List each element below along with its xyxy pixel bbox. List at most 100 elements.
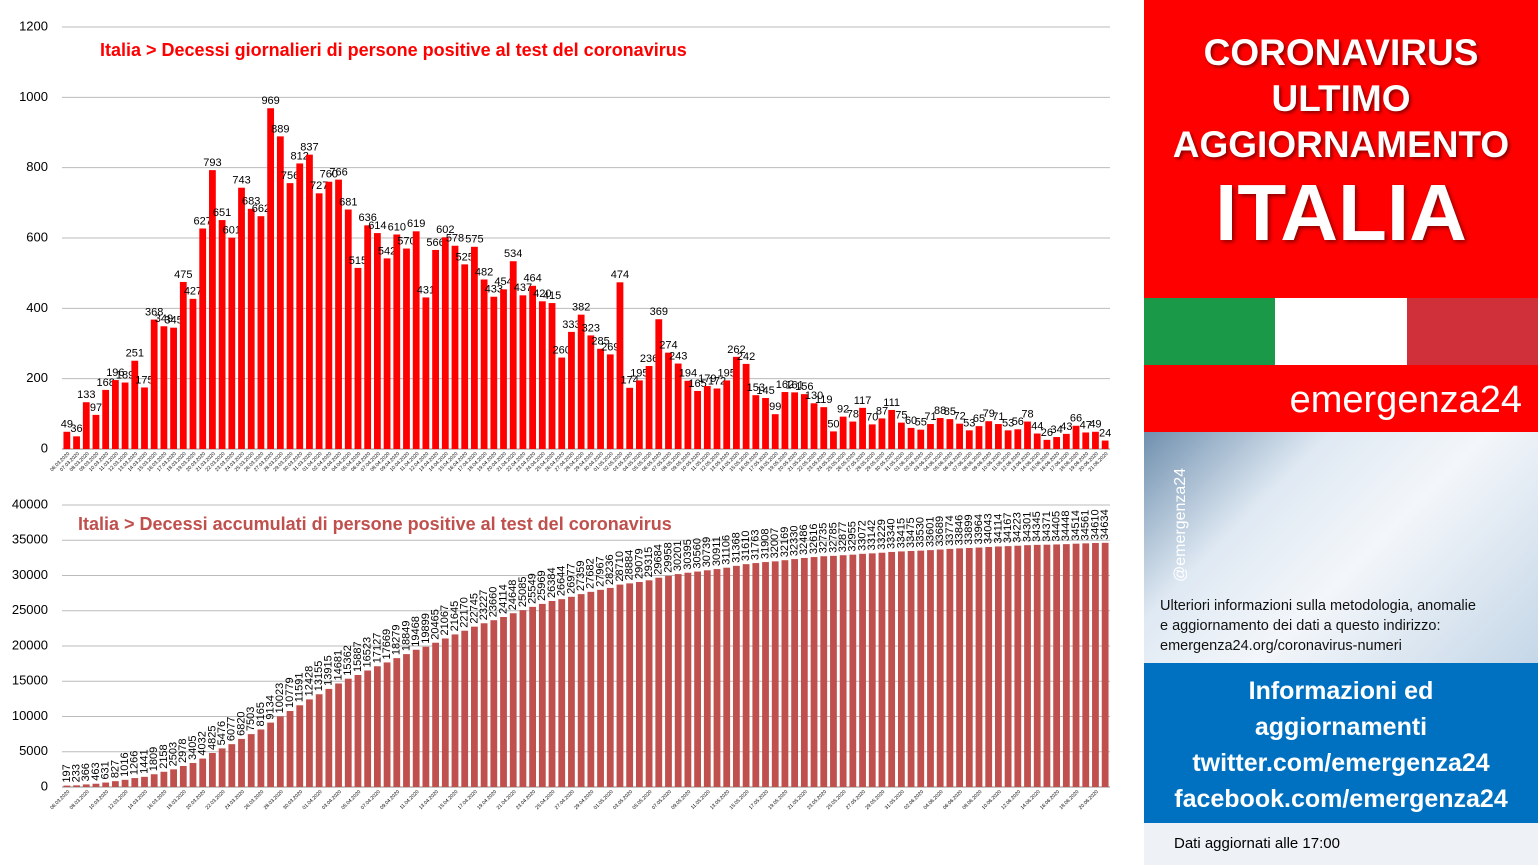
bar (461, 630, 469, 787)
value-label: 34345 (1031, 511, 1043, 542)
x-tick-label: 23.05.2020 (806, 789, 828, 811)
bar (286, 183, 294, 449)
bar (849, 554, 857, 787)
header-box: CORONAVIRUS ULTIMO AGGIORNAMENTO ITALIA (1144, 0, 1538, 298)
value-label: 566 (426, 237, 444, 249)
value-label: 30560 (691, 538, 703, 569)
bar (907, 427, 915, 449)
bar (1092, 542, 1099, 787)
bar (422, 646, 430, 787)
bar (383, 662, 391, 787)
bar (995, 546, 1002, 787)
value-label: 2158 (158, 744, 170, 768)
bar (393, 234, 401, 449)
bar (965, 430, 973, 449)
bar (781, 560, 789, 787)
bar (461, 264, 469, 449)
x-tick-label: 14.06.2020 (1020, 789, 1042, 811)
bar (267, 722, 275, 787)
x-tick-label: 07.04.2020 (360, 789, 382, 811)
value-label: 13915 (323, 655, 335, 686)
value-label: 32955 (847, 521, 859, 552)
bar (257, 729, 265, 787)
bar (635, 581, 643, 787)
value-label: 651 (213, 207, 231, 219)
value-label: 66 (1070, 413, 1082, 425)
x-tick-label: 26.03.2020 (243, 789, 265, 811)
y-tick-label: 600 (26, 229, 48, 244)
value-label: 33846 (953, 515, 965, 546)
value-label: 542 (378, 245, 396, 257)
value-label: 627 (194, 215, 212, 227)
bar (723, 380, 731, 449)
bar (422, 297, 430, 449)
bar (432, 642, 439, 787)
bar (111, 781, 119, 787)
bar (674, 363, 682, 449)
bar (354, 674, 362, 787)
value-label: 31368 (730, 532, 742, 563)
x-tick-label: 10.06.2020 (981, 789, 1003, 811)
value-label: 15887 (352, 641, 364, 672)
value-label: 431 (417, 284, 435, 296)
value-label: 32877 (837, 522, 849, 553)
value-label: 32169 (779, 527, 791, 558)
x-tick-label: 24.03.2020 (224, 789, 246, 811)
bar (1024, 545, 1031, 787)
value-label: 3405 (187, 736, 199, 760)
social-line: Informazioni ed (1248, 677, 1434, 705)
bar (286, 711, 294, 787)
bar (315, 193, 323, 449)
bar (102, 389, 110, 449)
bar (587, 591, 595, 787)
x-tick-label: 27.04.2020 (554, 789, 576, 811)
value-label: 1016 (119, 752, 131, 776)
bar (364, 225, 372, 449)
value-label: 32785 (827, 522, 839, 553)
value-label: 382 (572, 302, 590, 314)
value-label: 683 (242, 196, 260, 208)
bar (597, 348, 604, 449)
bar (645, 366, 653, 449)
bar (1092, 431, 1099, 449)
bar (936, 549, 944, 787)
value-label: 156 (795, 381, 813, 393)
value-label: 415 (543, 290, 561, 302)
value-label: 18849 (400, 621, 412, 652)
value-label: 87 (876, 405, 888, 417)
bar (723, 567, 731, 787)
value-label: 24 (1099, 427, 1111, 439)
bar (548, 303, 556, 449)
value-label: 130 (805, 390, 823, 402)
bar (471, 246, 478, 449)
y-tick-label: 1000 (19, 89, 48, 104)
value-label: 766 (329, 167, 347, 179)
y-tick-label: 15000 (12, 673, 48, 688)
value-label: 475 (174, 269, 192, 281)
value-label: 70 (866, 411, 878, 423)
handle: @emergenza24 (1172, 467, 1189, 582)
bar (568, 331, 575, 449)
value-label: 756 (281, 170, 299, 182)
value-label: 21645 (449, 601, 461, 632)
info-line: Ulteriori informazioni sulla metodologia… (1160, 598, 1476, 614)
bar (839, 555, 847, 787)
bar (626, 387, 634, 449)
value-label: 97 (90, 402, 102, 414)
bar (480, 279, 488, 449)
value-label: 323 (582, 322, 600, 334)
x-tick-label: 18.06.2020 (1058, 789, 1080, 811)
bar (490, 620, 498, 787)
value-label: 33899 (963, 514, 975, 545)
value-label: 889 (271, 123, 289, 135)
value-label: 162 (776, 379, 794, 391)
footer: Dati aggiornati alle 17:00 (1144, 823, 1538, 865)
value-label: 30201 (672, 540, 684, 571)
value-label: 19899 (420, 613, 432, 644)
value-label: 72 (953, 411, 965, 423)
bar (209, 170, 216, 449)
value-label: 662 (252, 203, 270, 215)
bar (1062, 544, 1070, 787)
bar (373, 233, 381, 449)
value-label: 1266 (129, 751, 141, 775)
